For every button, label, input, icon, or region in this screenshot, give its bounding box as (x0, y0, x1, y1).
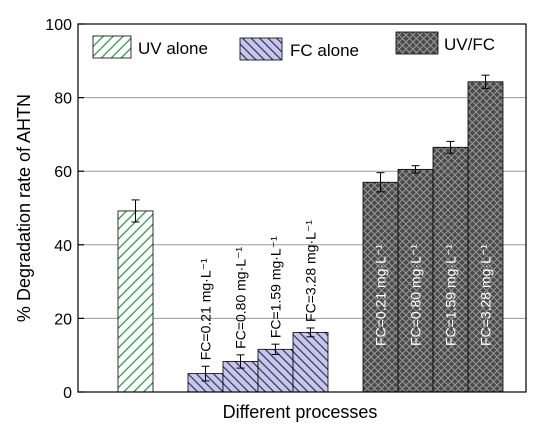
legend-label-fc-alone: FC alone (290, 41, 359, 60)
bar-label: FC=0.21 mg·L⁻¹ (198, 258, 214, 360)
y-axis-ticks: 0 20 40 60 80 100 (45, 17, 84, 402)
x-axis-title: Different processes (223, 402, 378, 422)
bar (292, 331, 329, 393)
bar (432, 146, 469, 393)
bar-label: FC=3.28 mg·L⁻¹ (478, 244, 494, 346)
y-axis-title: % Degradation rate of AHTN (14, 94, 34, 322)
legend-label-uv-alone: UV alone (138, 39, 208, 58)
y-tick-label: 60 (54, 164, 72, 181)
legend-swatch-uv-fc (395, 31, 439, 55)
bar-labels: FC=0.21 mg·L⁻¹ FC=0.80 mg·L⁻¹ FC=1.59 mg·L… (198, 220, 494, 361)
bar-label: FC=1.59 mg·L⁻¹ (268, 236, 284, 338)
y-tick-label: 100 (45, 17, 72, 34)
plot-frame (77, 23, 527, 393)
y-tick-label: 40 (54, 238, 72, 255)
bar (362, 181, 399, 393)
bar (467, 81, 504, 393)
bar-label: FC=0.21 mg·L⁻¹ (373, 244, 389, 346)
legend-swatch-fc-alone (239, 37, 283, 61)
bars (117, 74, 504, 393)
bar-label: FC=3.28 mg·L⁻¹ (303, 220, 319, 322)
bar (117, 210, 154, 393)
legend-swatch-uv-alone (92, 35, 132, 59)
y-tick-label: 0 (63, 385, 72, 402)
y-tick-label: 80 (54, 91, 72, 108)
bar-label: FC=0.80 mg·L⁻¹ (408, 244, 424, 346)
bar (257, 348, 294, 393)
bar-label: FC=0.80 mg·L⁻¹ (233, 247, 249, 349)
y-tick-label: 20 (54, 311, 72, 328)
legend-label-uv-fc: UV/FC (444, 35, 495, 54)
bar-label: FC=1.59 mg·L⁻¹ (443, 244, 459, 346)
legend: UV alone FC alone UV/FC (92, 31, 495, 61)
